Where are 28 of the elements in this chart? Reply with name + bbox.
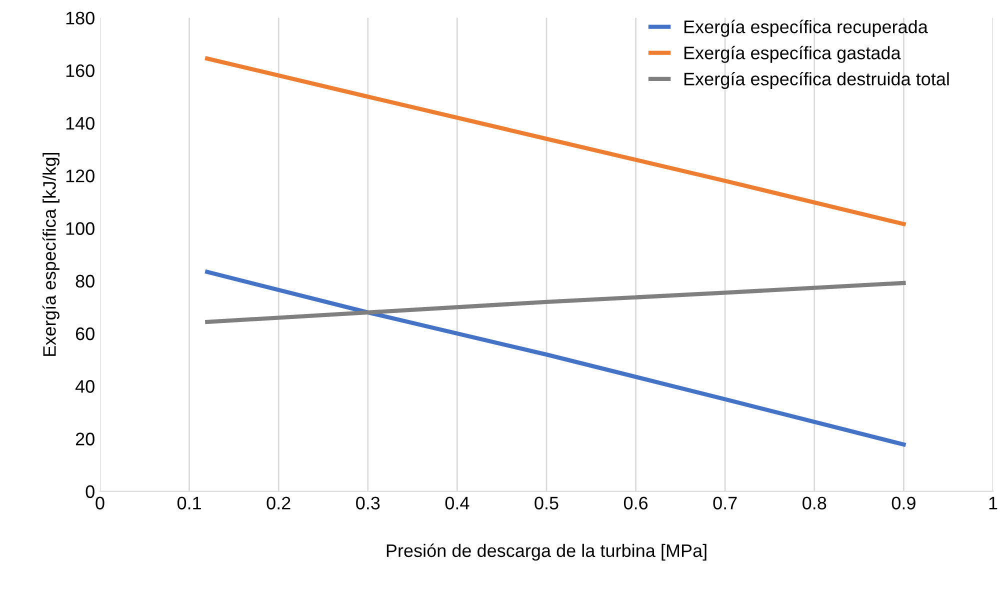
legend-label: Exergía específica destruida total xyxy=(684,72,949,89)
x-tick-label: 0.9 xyxy=(892,496,916,510)
line-series xyxy=(205,270,906,447)
y-tick-label: 160 xyxy=(66,64,94,78)
y-tick-label: 100 xyxy=(66,222,94,235)
line-series xyxy=(205,280,906,324)
x-tick-label: 0.1 xyxy=(177,496,201,510)
x-tick-label: 0.6 xyxy=(624,496,648,510)
y-tick-label: 40 xyxy=(75,380,94,393)
x-tick-label: 0.5 xyxy=(534,496,558,510)
x-tick-label: 1 xyxy=(989,496,998,510)
y-tick-label: 80 xyxy=(76,274,94,288)
y-tick-label: 180 xyxy=(66,12,94,24)
y-tick-label: 120 xyxy=(66,170,94,182)
x-tick-label: 0.8 xyxy=(802,496,826,510)
y-tick-label: 60 xyxy=(76,327,94,340)
y-tick-label: 140 xyxy=(66,116,94,130)
x-tick-label: 0 xyxy=(96,496,104,510)
legend-label: Exergía específica gastada xyxy=(684,46,901,63)
x-tick-label: 0.3 xyxy=(356,496,380,510)
y-axis-title: Exergía específica [kJ/kg] xyxy=(42,152,60,356)
x-tick-label: 0.4 xyxy=(445,496,470,510)
y-tick-label: 20 xyxy=(76,432,94,446)
x-axis-title: Presión de descarga de la turbina [MPa] xyxy=(386,544,706,561)
y-tick-label: 0 xyxy=(86,485,94,498)
x-tick-label: 0.7 xyxy=(713,496,737,510)
legend-label: Exergía específica recuperada xyxy=(684,20,928,37)
x-tick-label: 0.2 xyxy=(266,496,290,510)
